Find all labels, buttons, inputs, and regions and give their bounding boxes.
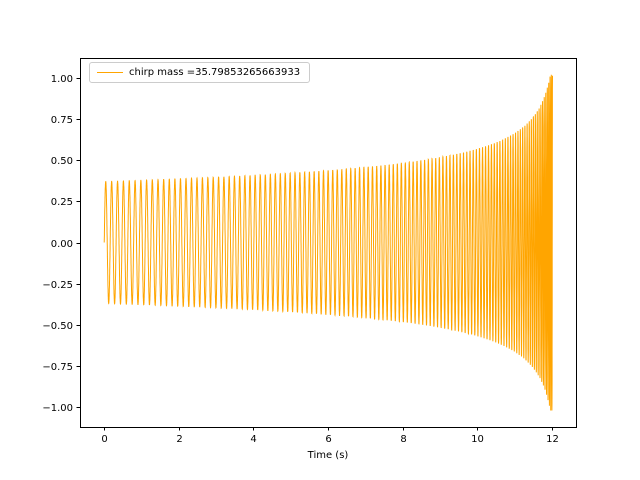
x-tick-label: 6	[325, 434, 331, 445]
x-tick-label: 12	[546, 434, 559, 445]
y-tick-label: −0.75	[42, 362, 73, 373]
y-tick-label: 0.75	[51, 115, 73, 126]
x-tick-label: 8	[400, 434, 406, 445]
x-axis-label: Time (s)	[307, 450, 349, 461]
y-tick-label: 0.00	[51, 239, 73, 250]
legend-label: chirp mass =35.79853265663933	[129, 67, 301, 78]
x-tick-label: 4	[250, 434, 256, 445]
legend-line-swatch	[97, 72, 123, 73]
y-tick-label: 1.00	[51, 74, 73, 85]
y-tick-label: 0.50	[51, 156, 73, 167]
y-tick-label: −0.25	[42, 280, 73, 291]
series-gravitational-wave-chirp	[103, 74, 553, 411]
y-tick-label: 0.25	[51, 197, 73, 208]
x-tick-label: 0	[101, 434, 107, 445]
x-tick-label: 2	[176, 434, 182, 445]
legend: chirp mass =35.79853265663933	[89, 62, 311, 83]
y-tick-label: −1.00	[42, 403, 73, 414]
y-tick-label: −0.50	[42, 321, 73, 332]
x-tick-label: 10	[471, 434, 484, 445]
